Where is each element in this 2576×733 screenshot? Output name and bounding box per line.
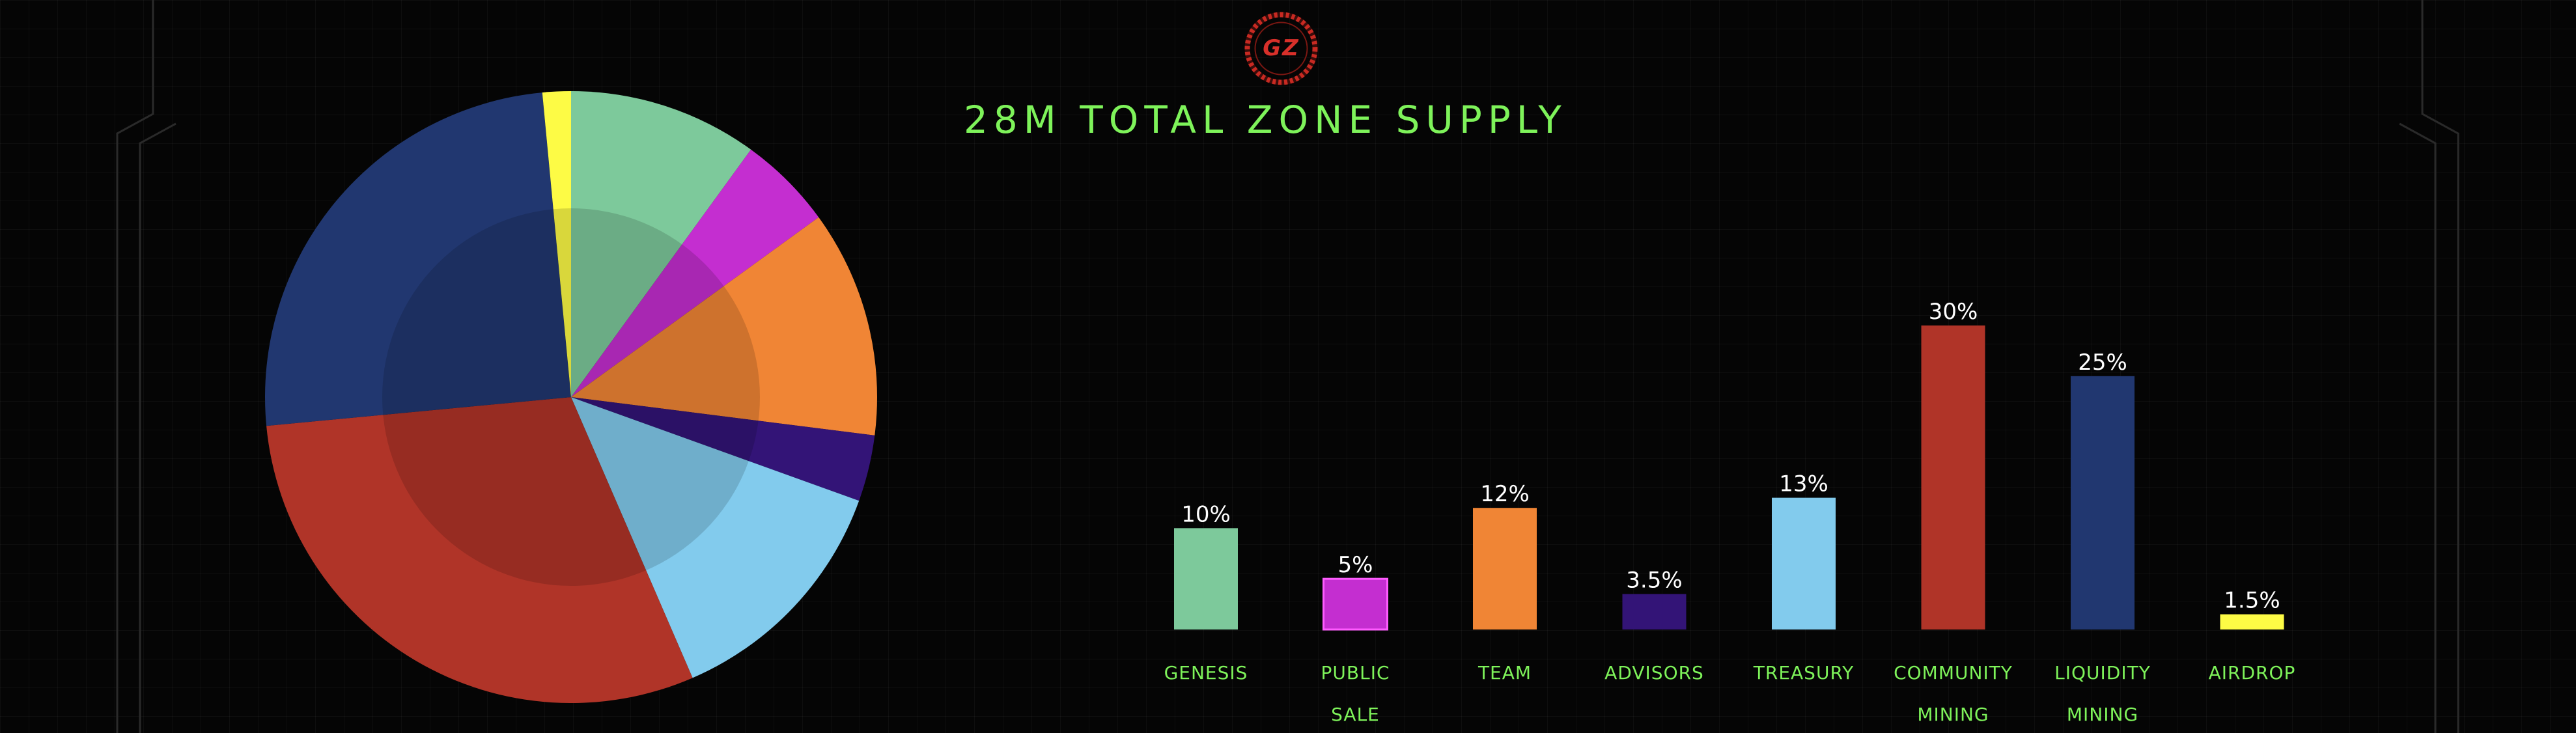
logo-text: GZ — [1263, 35, 1300, 61]
category-label: TREASURY — [1753, 662, 1854, 684]
pie-slice-public-sale — [571, 149, 819, 397]
bar-value-label: 3.5% — [1626, 568, 1682, 594]
gz-logo — [1244, 12, 1318, 85]
pie-slice-community-mining — [266, 397, 693, 703]
bar-value-label: 13% — [1779, 471, 1828, 497]
pie-slice-treasury — [571, 397, 860, 678]
bar-community-mining — [1921, 325, 1985, 629]
category-label: MINING — [2067, 704, 2138, 725]
category-label: MINING — [1917, 704, 1989, 725]
bar-value-label: 1.5% — [2224, 588, 2280, 614]
bar-treasury — [1772, 497, 1836, 629]
bar-genesis — [1174, 528, 1238, 629]
category-label: PUBLIC — [1321, 662, 1390, 684]
pie-inner-shade — [382, 208, 760, 586]
pie-slice-advisors — [571, 397, 875, 501]
bar-airdrop — [2220, 614, 2284, 629]
pie-slice-team — [571, 217, 877, 436]
bar-value-label: 12% — [1480, 481, 1530, 507]
bar-value-label: 25% — [2078, 350, 2127, 376]
category-label: TEAM — [1477, 662, 1532, 684]
bar-liquidity-mining — [2071, 376, 2135, 629]
pie-slice-airdrop — [542, 91, 571, 397]
category-label: GENESIS — [1164, 662, 1248, 684]
bar-public-sale — [1323, 577, 1388, 631]
bar-team — [1473, 508, 1537, 629]
category-label: COMMUNITY — [1894, 662, 2013, 684]
bar-chart: 10% GENESIS 5% PUBLIC SALE 12% TEAM 3.5% ADVISOR… — [1164, 299, 2296, 725]
pie-slice-liquidity-mining — [265, 92, 571, 426]
pie-chart — [265, 91, 877, 703]
bar-value-label: 5% — [1338, 552, 1373, 578]
bar-advisors — [1622, 594, 1687, 629]
category-label: AIRDROP — [2209, 662, 2296, 684]
category-label: SALE — [1331, 704, 1380, 725]
pie-slice-genesis — [571, 91, 751, 397]
chart-title: 28M TOTAL ZONE SUPPLY — [964, 98, 1567, 142]
bar-value-label: 10% — [1181, 501, 1231, 527]
category-label: LIQUIDITY — [2054, 662, 2151, 684]
category-label: ADVISORS — [1604, 662, 1704, 684]
bar-value-label: 30% — [1929, 299, 1978, 325]
